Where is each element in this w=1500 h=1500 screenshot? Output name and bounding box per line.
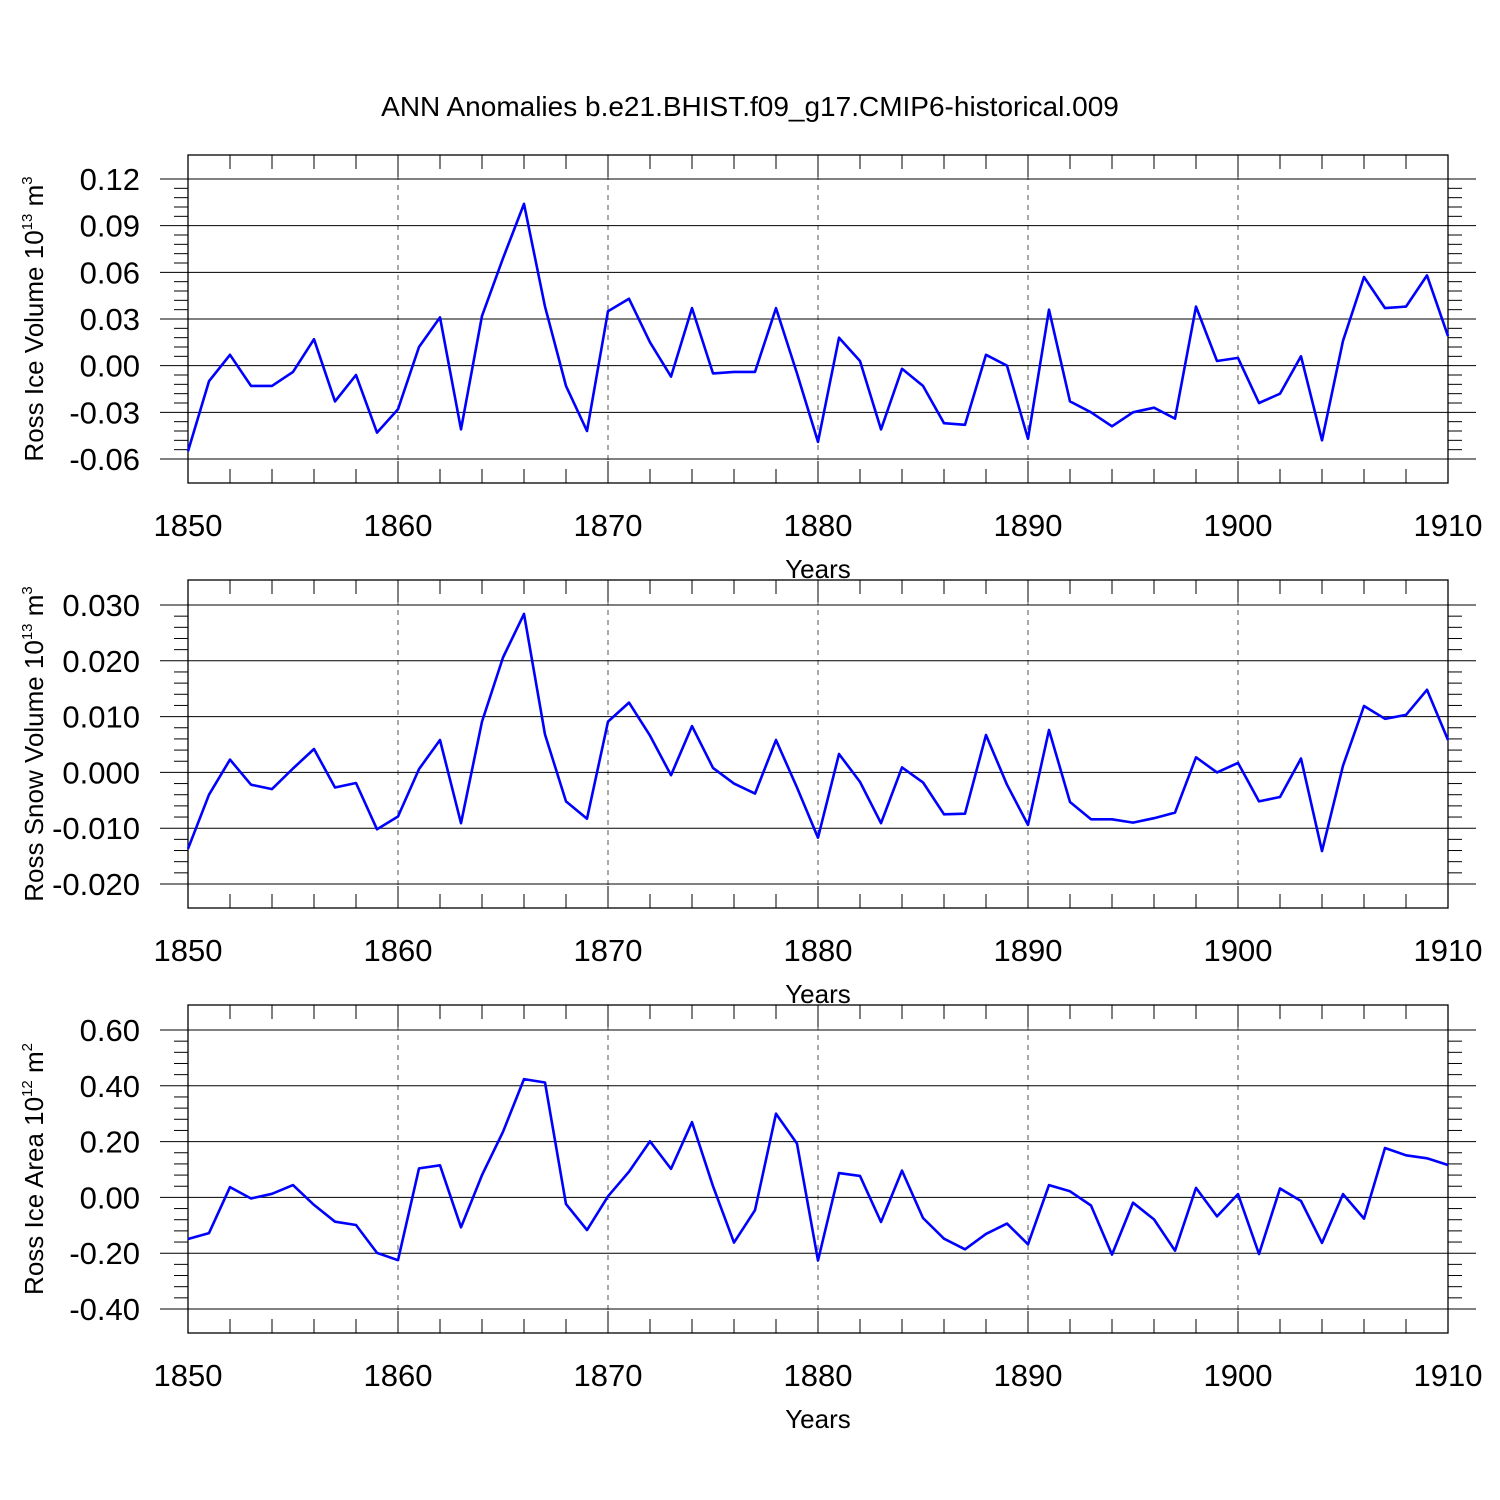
x-axis-title: Years: [785, 554, 851, 584]
y-axis-title: Ross Snow Volume 1013 m3: [19, 586, 49, 902]
x-tick-label: 1900: [1204, 508, 1273, 543]
y-tick-label: 0.60: [80, 1013, 140, 1048]
x-tick-label: 1910: [1414, 1358, 1483, 1393]
y-axis-title-unit: m: [19, 1051, 49, 1080]
y-tick-label: -0.010: [52, 811, 140, 846]
x-tick-label: 1890: [994, 933, 1063, 968]
y-axis-title-unit-exponent: 2: [19, 1043, 36, 1051]
y-tick-label: -0.020: [52, 867, 140, 902]
x-tick-label: 1870: [574, 508, 643, 543]
y-tick-label: -0.03: [69, 395, 140, 430]
x-tick-label: 1860: [364, 508, 433, 543]
series-line: [186, 612, 1450, 853]
y-tick-label: 0.010: [62, 700, 140, 735]
figure-title: ANN Anomalies b.e21.BHIST.f09_g17.CMIP6-…: [381, 91, 1119, 122]
y-axis-title-unit-exponent: 3: [19, 586, 36, 594]
x-tick-label: 1900: [1204, 1358, 1273, 1393]
x-tick-label: 1860: [364, 1358, 433, 1393]
x-tick-label: 1880: [784, 508, 853, 543]
y-axis-title-exponent: 12: [19, 1080, 36, 1097]
x-tick-label: 1870: [574, 1358, 643, 1393]
x-tick-label: 1850: [154, 1358, 223, 1393]
y-tick-label: 0.09: [80, 209, 140, 244]
panel-3: -0.40 -0.20 0.00 0.20 0.40 0.60 1850 1860 1870 18…: [19, 1004, 1483, 1434]
y-tick-label: 0.06: [80, 255, 140, 290]
x-tick-label: 1910: [1414, 933, 1483, 968]
y-tick-label: 0.030: [62, 588, 140, 623]
y-axis-title: Ross Ice Area 1012 m2: [19, 1043, 49, 1295]
x-tick-label: 1880: [784, 1358, 853, 1393]
y-axis-title-main: Ross Snow Volume 10: [19, 640, 49, 902]
y-tick-label: 0.00: [80, 1180, 140, 1215]
series-line: [187, 1077, 1449, 1262]
y-tick-label: 0.00: [80, 349, 140, 384]
x-tick-label: 1890: [994, 1358, 1063, 1393]
y-tick-label: -0.06: [69, 442, 140, 477]
x-tick-label: 1880: [784, 933, 853, 968]
x-tick-label: 1900: [1204, 933, 1273, 968]
y-axis-title-unit: m: [19, 595, 49, 624]
x-tick-label: 1910: [1414, 508, 1483, 543]
x-tick-label: 1860: [364, 933, 433, 968]
y-tick-label: 0.40: [80, 1069, 140, 1104]
y-axis-title-exponent: 13: [19, 214, 36, 231]
x-tick-label: 1850: [154, 508, 223, 543]
y-tick-label: 0.20: [80, 1125, 140, 1160]
y-axis-title-unit-exponent: 3: [19, 176, 36, 184]
series-line: [186, 202, 1450, 452]
panels-group: -0.06 -0.03 0.00 0.03 0.06 0.09 0.12 1850 1860 18…: [19, 154, 1483, 1434]
y-tick-label: -0.40: [69, 1292, 140, 1327]
y-axis-title: Ross Ice Volume 1013 m3: [19, 176, 49, 461]
x-axis-title: Years: [785, 979, 851, 1009]
y-tick-label: 0.12: [80, 162, 140, 197]
y-tick-label: 0.03: [80, 302, 140, 337]
y-axis-title-main: Ross Ice Area 10: [19, 1097, 49, 1295]
x-tick-label: 1890: [994, 508, 1063, 543]
panel-2: -0.020 -0.010 0.000 0.010 0.020 0.030 1850 1860…: [19, 579, 1483, 1009]
x-tick-label: 1850: [154, 933, 223, 968]
y-tick-label: 0.020: [62, 644, 140, 679]
y-axis-title-exponent: 13: [19, 623, 36, 640]
y-axis-title-main: Ross Ice Volume 10: [19, 230, 49, 461]
x-axis-title: Years: [785, 1404, 851, 1434]
x-tick-label: 1870: [574, 933, 643, 968]
y-tick-label: 0.000: [62, 755, 140, 790]
y-axis-title-unit: m: [19, 185, 49, 214]
panel-1: -0.06 -0.03 0.00 0.03 0.06 0.09 0.12 1850 1860 18…: [19, 154, 1483, 584]
y-tick-label: -0.20: [69, 1236, 140, 1271]
